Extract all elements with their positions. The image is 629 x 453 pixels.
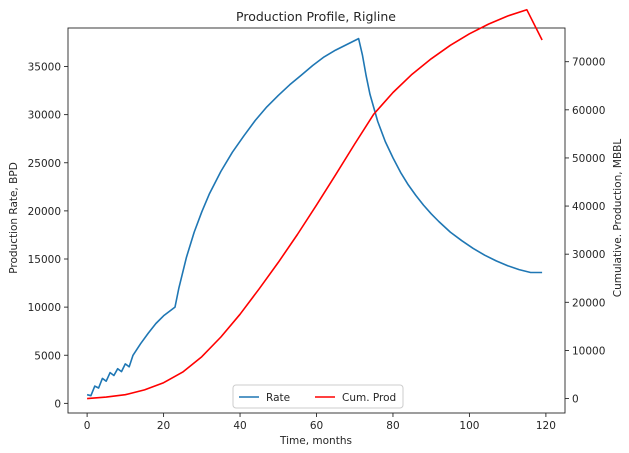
plot-area-border: [67, 27, 566, 414]
right-y-axis-label: Cumulative. Production, MBBL: [612, 139, 624, 298]
right-y-tick-label: 50000: [572, 153, 605, 165]
x-tick-label: 100: [459, 420, 479, 432]
right-y-tick-label: 10000: [572, 345, 605, 357]
left-y-axis-ticks: 0 5000 10000 15000 20000 25000 30000 35000: [28, 62, 68, 410]
right-y-axis-ticks: 0 10000 20000 30000 40000 50000 60000 70000: [565, 57, 605, 406]
x-tick-label: 120: [536, 420, 556, 432]
right-y-tick-label: 70000: [572, 57, 605, 69]
x-tick-label: 0: [84, 420, 91, 432]
left-y-tick-label: 30000: [28, 110, 61, 122]
series-layer: [86, 8, 543, 400]
right-y-tick-label: 0: [572, 394, 579, 406]
x-axis-label: Time, months: [279, 435, 352, 447]
left-y-tick-label: 25000: [28, 158, 61, 170]
cum-prod-series-line: [87, 8, 543, 400]
legend: Rate Cum. Prod: [232, 384, 404, 409]
left-y-tick-label: 35000: [28, 62, 61, 74]
chart-title: Production Profile, Rigline: [236, 9, 396, 24]
left-y-tick-label: 10000: [28, 302, 61, 314]
x-axis-ticks: 0 20 40 60 80 100 120: [84, 413, 556, 432]
x-tick-label: 80: [386, 420, 399, 432]
left-y-axis-label: Production Rate, BPD: [8, 162, 20, 274]
right-y-tick-label: 40000: [572, 201, 605, 213]
rate-series-line: [86, 37, 543, 397]
legend-cum-prod-label: Cum. Prod: [342, 392, 396, 404]
left-y-tick-label: 20000: [28, 206, 61, 218]
right-y-tick-label: 20000: [572, 297, 605, 309]
x-tick-label: 60: [310, 420, 323, 432]
x-tick-label: 20: [157, 420, 170, 432]
left-y-tick-label: 0: [54, 398, 61, 410]
right-y-tick-label: 60000: [572, 105, 605, 117]
x-tick-label: 40: [233, 420, 246, 432]
legend-rate-label: Rate: [266, 392, 290, 404]
left-y-tick-label: 15000: [28, 254, 61, 266]
left-y-tick-label: 5000: [34, 350, 61, 362]
right-y-tick-label: 30000: [572, 249, 605, 261]
axes-frame: [67, 27, 566, 414]
